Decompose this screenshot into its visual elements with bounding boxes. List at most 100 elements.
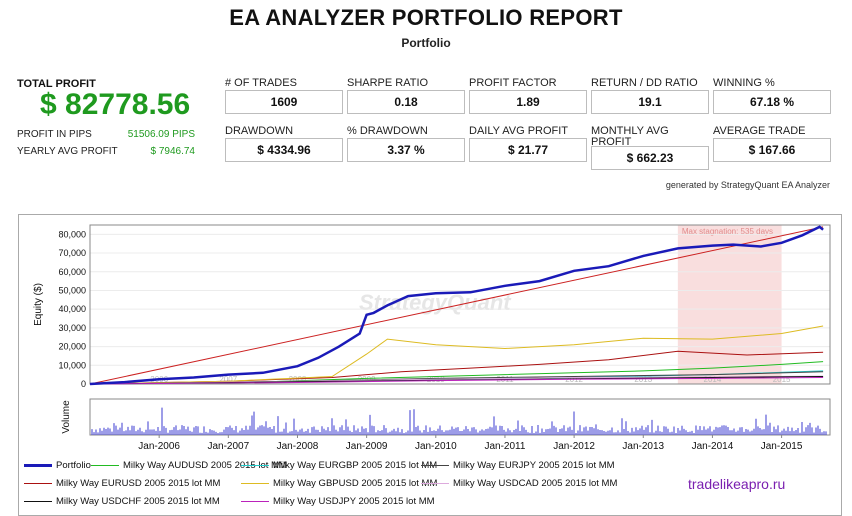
year-label: 2013 [634, 375, 652, 384]
y-tick-label: 20,000 [58, 342, 86, 352]
profit-pips-label: PROFIT IN PIPS [17, 129, 92, 140]
metric-label: # OF TRADES [225, 77, 297, 89]
site-watermark: tradelikeapro.ru [688, 476, 786, 492]
legend-label: Milky Way EURJPY 2005 2015 lot MM [453, 460, 615, 471]
metric-average-trade: AVERAGE TRADE $ 167.66 [713, 125, 831, 162]
legend-label: Milky Way USDJPY 2005 2015 lot MM [273, 496, 435, 507]
legend-swatch [421, 465, 449, 466]
legend-swatch [91, 465, 119, 466]
metric-label: DRAWDOWN [225, 125, 294, 137]
legend-item: Milky Way USDCHF 2005 2015 lot MM [24, 496, 220, 507]
total-profit-label: TOTAL PROFIT [17, 78, 96, 90]
x-tick-label: Jan-2010 [415, 441, 457, 452]
year-label: 2014 [704, 375, 722, 384]
series-line-milky-way-usdjpy-2005-2015-lot-mm [89, 377, 824, 385]
yearly-avg-row: YEARLY AVG PROFIT $ 7946.74 [17, 146, 195, 157]
legend-label: Milky Way USDCAD 2005 2015 lot MM [453, 478, 618, 489]
legend-item: Milky Way EURGBP 2005 2015 lot MM [241, 460, 437, 471]
y-tick-label: 80,000 [58, 229, 86, 239]
metric-value: $ 4334.96 [225, 138, 343, 162]
legend-item: Milky Way GBPUSD 2005 2015 lot MM [241, 478, 437, 489]
year-label: 2015 [773, 375, 791, 384]
series-line-portfolio [89, 225, 824, 386]
legend-label: Milky Way EURGBP 2005 2015 lot MM [273, 460, 438, 471]
metric-sharpe: SHARPE RATIO 0.18 [347, 77, 465, 114]
legend-label: Milky Way EURUSD 2005 2015 lot MM [56, 478, 221, 489]
metric-value: $ 21.77 [469, 138, 587, 162]
equity-chart-frame: Max stagnation: 535 days StrategyQuant 0 10… [18, 214, 842, 457]
legend-swatch [241, 483, 269, 484]
legend-item: Milky Way USDJPY 2005 2015 lot MM [241, 496, 435, 507]
metric-monthly-avg: MONTHLY AVG PROFIT $ 662.23 [591, 125, 709, 170]
legend-swatch [241, 465, 269, 466]
metric-label: SHARPE RATIO [347, 77, 429, 89]
legend-swatch [241, 501, 269, 502]
legend-label: Portfolio [56, 460, 91, 471]
volume-axis-label: Volume [61, 400, 72, 434]
x-tick-label: Jan-2011 [484, 441, 525, 452]
year-label: 2007 [219, 375, 237, 384]
x-tick-label: Jan-2014 [692, 441, 734, 452]
trendline [89, 226, 824, 385]
legend-item: Portfolio [24, 460, 91, 471]
legend-label: Milky Way AUDUSD 2005 2015 lot MM [123, 460, 287, 471]
x-tick-label: Jan-2009 [346, 441, 388, 452]
legend-swatch [24, 501, 52, 502]
metric-label: AVERAGE TRADE [713, 125, 806, 137]
x-tick-label: Jan-2008 [277, 441, 319, 452]
legend-swatch [421, 483, 449, 484]
metric-value: 19.1 [591, 90, 709, 114]
legend-label: Milky Way USDCHF 2005 2015 lot MM [56, 496, 220, 507]
x-tick-label: Jan-2006 [138, 441, 180, 452]
metric-label: WINNING % [713, 77, 775, 89]
metric-label: RETURN / DD RATIO [591, 77, 698, 89]
metric-value: 1609 [225, 90, 343, 114]
yearly-avg-value: $ 7946.74 [150, 146, 196, 157]
legend-swatch [24, 483, 52, 484]
stagnation-area [677, 225, 782, 384]
y-tick-label: 70,000 [58, 248, 86, 258]
metric-value: $ 662.23 [591, 146, 709, 170]
metric-value: 0.18 [347, 90, 465, 114]
y-tick-label: 50,000 [58, 285, 86, 295]
y-tick-label: 40,000 [58, 304, 86, 314]
year-label: 2008 [289, 375, 307, 384]
legend-swatch [24, 464, 52, 467]
total-profit-value: $ 82778.56 [40, 88, 191, 121]
metric-value: 1.89 [469, 90, 587, 114]
legend-item: Milky Way AUDUSD 2005 2015 lot MM [91, 460, 287, 471]
metric-label: % DRAWDOWN [347, 125, 428, 137]
metric-value: $ 167.66 [713, 138, 831, 162]
metric-return-dd: RETURN / DD RATIO 19.1 [591, 77, 709, 114]
generated-by-text: generated by StrategyQuant EA Analyzer [665, 180, 830, 190]
y-tick-label: 60,000 [58, 267, 86, 277]
series-line-milky-way-gbpusd-2005-2015-lot-mm [89, 325, 824, 385]
metric-profit-factor: PROFIT FACTOR 1.89 [469, 77, 587, 114]
x-tick-label: Jan-2012 [553, 441, 595, 452]
metric-drawdown: DRAWDOWN $ 4334.96 [225, 125, 343, 162]
metric-value: 67.18 % [713, 90, 831, 114]
legend-item: Milky Way EURUSD 2005 2015 lot MM [24, 478, 220, 489]
metric-winning: WINNING % 67.18 % [713, 77, 831, 114]
legend-item: Milky Way EURJPY 2005 2015 lot MM [421, 460, 615, 471]
metric-value: 3.37 % [347, 138, 465, 162]
volume-panel-border [89, 398, 831, 436]
report-subtitle: Portfolio [401, 36, 451, 50]
legend-item: Milky Way USDCAD 2005 2015 lot MM [421, 478, 617, 489]
y-axis-label: Equity ($) [33, 283, 44, 326]
plot-area-border [89, 224, 831, 385]
metric-label: PROFIT FACTOR [469, 77, 557, 89]
metric-daily-avg: DAILY AVG PROFIT $ 21.77 [469, 125, 587, 162]
legend-label: Milky Way GBPUSD 2005 2015 lot MM [273, 478, 438, 489]
x-tick-label: Jan-2007 [207, 441, 249, 452]
x-tick-label: Jan-2013 [622, 441, 664, 452]
metric-label: MONTHLY AVG PROFIT [591, 125, 669, 148]
profit-pips-value: 51506.09 PIPS [127, 129, 195, 140]
report-title: EA ANALYZER PORTFOLIO REPORT [229, 5, 623, 30]
metric-label: DAILY AVG PROFIT [469, 125, 569, 137]
metric-trades: # OF TRADES 1609 [225, 77, 343, 114]
chart-legend: Portfolio Milky Way AUDUSD 2005 2015 lot … [18, 455, 842, 516]
equity-chart: Max stagnation: 535 daysStrategyQuant010… [33, 224, 831, 452]
profit-pips-row: PROFIT IN PIPS 51506.09 PIPS [17, 129, 195, 140]
y-tick-label: 10,000 [58, 360, 86, 370]
